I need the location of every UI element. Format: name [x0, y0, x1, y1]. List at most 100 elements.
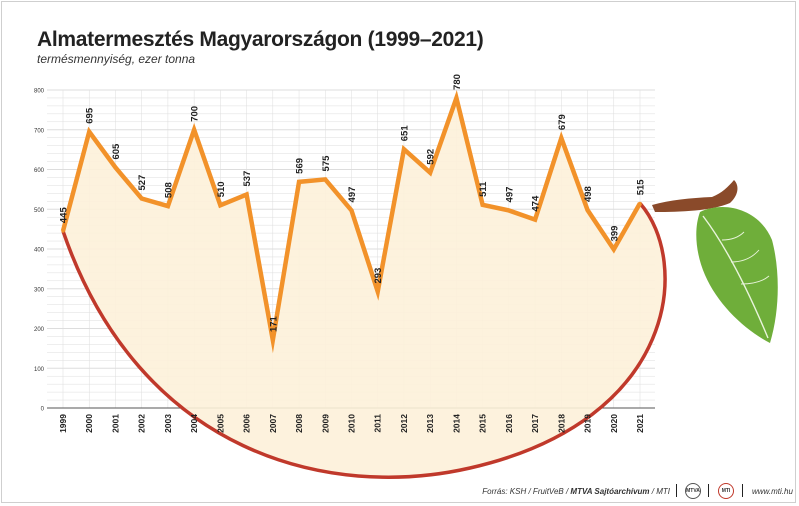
data-point: [481, 203, 485, 207]
y-axis-tick-labels: 0 100 200 300 400 500 600 700 800: [34, 89, 45, 413]
data-point: [376, 289, 380, 294]
source-bold: MTVA Sajtóarchívum: [570, 487, 650, 496]
data-label: 605: [111, 143, 122, 160]
y-tick-label: 100: [34, 367, 45, 373]
source-suffix: / MTI: [649, 487, 670, 496]
y-tick-label: 700: [34, 128, 45, 134]
source-prefix: Forrás: KSH / FruitVeB /: [482, 487, 571, 496]
x-tick-label: 2013: [425, 414, 435, 433]
data-label: 511: [478, 181, 489, 197]
y-tick-label: 300: [34, 287, 45, 293]
leaf-vein: [721, 231, 770, 285]
data-point: [297, 180, 301, 184]
data-point: [323, 177, 327, 182]
x-tick-label: 2003: [163, 414, 173, 433]
data-point: [166, 204, 170, 208]
separator: [708, 484, 709, 497]
apple-stem-leaf-icon: [652, 180, 778, 343]
data-point: [454, 96, 459, 100]
source-credit: Forrás: KSH / FruitVeB / MTVA Sajtóarchí…: [482, 487, 670, 496]
x-tick-label: 2018: [556, 414, 566, 433]
data-point: [87, 130, 91, 134]
x-tick-label: 2014: [451, 414, 461, 433]
data-point: [244, 192, 249, 197]
x-tick-label: 2007: [268, 414, 278, 433]
y-tick-label: 200: [34, 327, 45, 333]
data-label: 498: [583, 186, 594, 202]
x-tick-label: 2016: [504, 414, 514, 433]
x-tick-label: 2008: [294, 414, 304, 433]
data-label: 537: [242, 171, 253, 187]
separator: [676, 484, 677, 497]
separator: [742, 484, 743, 497]
data-label: 651: [399, 125, 410, 142]
x-tick-label: 2015: [478, 414, 488, 433]
data-label: 293: [373, 268, 384, 284]
data-label: 679: [557, 114, 568, 130]
data-label: 592: [426, 149, 437, 165]
data-point: [559, 136, 563, 140]
data-point: [61, 229, 65, 233]
apple-leaf: [696, 207, 778, 343]
data-point: [349, 208, 354, 213]
x-axis-tick-labels: 1999 2000 2001 2002 2003 2004 2005 2006 2007 2008…: [58, 414, 645, 433]
data-labels: 445 695 605 527 508 700 510 537 171 569 575 497 293 6…: [59, 74, 647, 332]
x-tick-label: 2001: [110, 414, 120, 433]
x-tick-label: 2005: [215, 414, 225, 433]
x-tick-label: 2010: [347, 414, 357, 433]
x-tick-label: 2004: [189, 414, 199, 433]
mti-logo-icon: MTI: [718, 483, 734, 499]
data-label: 527: [137, 175, 148, 191]
data-point: [533, 217, 537, 222]
data-point: [192, 128, 196, 132]
x-tick-label: 2019: [583, 414, 593, 433]
data-point: [271, 338, 275, 342]
data-label: 497: [504, 187, 515, 203]
series-area-fill: [63, 97, 666, 478]
data-label: 508: [163, 182, 174, 198]
x-tick-label: 2009: [320, 414, 330, 433]
data-label: 497: [347, 187, 358, 203]
data-label: 399: [609, 226, 620, 242]
data-point: [585, 208, 590, 212]
data-label: 695: [85, 107, 96, 124]
data-label: 700: [190, 106, 201, 122]
data-point: [612, 247, 616, 251]
data-label: 515: [636, 179, 647, 196]
apple-rim: [61, 202, 667, 479]
data-label: 569: [295, 158, 306, 174]
site-url: www.mti.hu: [752, 487, 793, 496]
x-tick-label: 2012: [399, 414, 409, 433]
data-point: [113, 165, 118, 170]
chart-subtitle: termésmennyiség, ezer tonna: [37, 52, 196, 66]
y-tick-label: 800: [34, 89, 45, 95]
x-tick-label: 2000: [84, 414, 94, 433]
y-tick-label: 500: [34, 208, 45, 214]
data-label: 510: [216, 181, 227, 197]
series-line: [60, 90, 642, 354]
data-label: 575: [321, 155, 332, 172]
x-tick-label: 2002: [137, 414, 147, 433]
data-point: [218, 203, 222, 207]
x-tick-label: 2020: [609, 414, 619, 433]
x-tick-label: 1999: [58, 414, 68, 433]
y-tick-label: 600: [34, 168, 45, 174]
data-point: [428, 171, 432, 175]
apple-body-shape: [61, 97, 667, 479]
leaf-vein: [702, 215, 769, 339]
chart-title: Almatermesztés Magyarországon (1999–2021…: [37, 28, 484, 51]
footer: Forrás: KSH / FruitVeB / MTVA Sajtóarchí…: [0, 481, 799, 501]
mtva-logo-icon: MTVA: [685, 483, 701, 499]
data-label: 445: [59, 207, 70, 224]
y-tick-label: 400: [34, 248, 45, 254]
data-label: 780: [452, 74, 463, 90]
apple-stem: [652, 180, 738, 212]
data-label: 171: [268, 315, 279, 332]
x-tick-label: 2011: [373, 414, 383, 433]
data-label: 474: [531, 195, 542, 212]
x-tick-label: 2006: [242, 414, 252, 433]
x-tick-label: 2021: [635, 414, 645, 433]
y-tick-label: 0: [41, 407, 45, 413]
data-point: [638, 201, 642, 205]
